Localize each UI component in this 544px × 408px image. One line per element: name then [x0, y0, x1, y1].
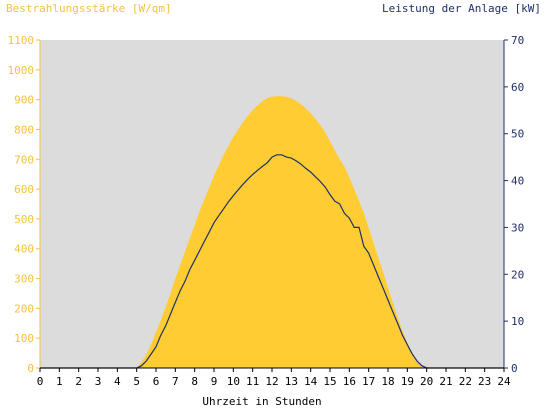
left-tick-label: 1100	[8, 34, 35, 47]
x-tick-label: 9	[211, 375, 218, 388]
x-tick-label: 6	[153, 375, 160, 388]
x-tick-label: 11	[246, 375, 259, 388]
x-tick-label: 4	[114, 375, 121, 388]
x-tick-label: 1	[56, 375, 63, 388]
left-tick-label: 600	[14, 183, 34, 196]
x-tick-label: 12	[265, 375, 278, 388]
x-tick-label: 7	[172, 375, 179, 388]
x-tick-label: 3	[95, 375, 102, 388]
x-tick-label: 13	[285, 375, 298, 388]
x-tick-label: 16	[343, 375, 356, 388]
x-tick-label: 20	[420, 375, 433, 388]
right-tick-label: 40	[511, 175, 524, 188]
x-tick-label: 18	[381, 375, 394, 388]
left-tick-label: 700	[14, 153, 34, 166]
x-tick-label: 5	[133, 375, 140, 388]
x-tick-label: 23	[478, 375, 491, 388]
left-tick-label: 1000	[8, 64, 35, 77]
x-tick-label: 0	[37, 375, 44, 388]
x-tick-label: 14	[304, 375, 318, 388]
x-tick-label: 24	[497, 375, 511, 388]
right-tick-label: 30	[511, 221, 524, 234]
right-tick-label: 50	[511, 128, 524, 141]
left-tick-label: 500	[14, 213, 34, 226]
x-axis-title: Uhrzeit in Stunden	[202, 395, 321, 408]
left-tick-label: 0	[27, 362, 34, 375]
x-tick-label: 22	[459, 375, 472, 388]
x-tick-label: 19	[401, 375, 414, 388]
left-tick-label: 100	[14, 332, 34, 345]
right-tick-label: 60	[511, 81, 524, 94]
left-tick-label: 800	[14, 123, 34, 136]
x-tick-label: 2	[75, 375, 82, 388]
left-tick-label: 300	[14, 273, 34, 286]
x-tick-label: 10	[227, 375, 240, 388]
x-tick-label: 17	[362, 375, 375, 388]
right-axis-title: Leistung der Anlage [kW]	[382, 2, 541, 15]
right-tick-label: 20	[511, 268, 524, 281]
right-tick-label: 0	[511, 362, 518, 375]
right-tick-label: 10	[511, 315, 524, 328]
left-tick-label: 200	[14, 302, 34, 315]
left-tick-label: 400	[14, 243, 34, 256]
right-tick-label: 70	[511, 34, 524, 47]
x-tick-label: 8	[191, 375, 198, 388]
power-line	[40, 154, 504, 369]
left-axis-title: Bestrahlungsstärke [W/qm]	[6, 2, 172, 15]
x-tick-label: 21	[439, 375, 452, 388]
left-tick-label: 900	[14, 94, 34, 107]
x-tick-label: 15	[323, 375, 336, 388]
